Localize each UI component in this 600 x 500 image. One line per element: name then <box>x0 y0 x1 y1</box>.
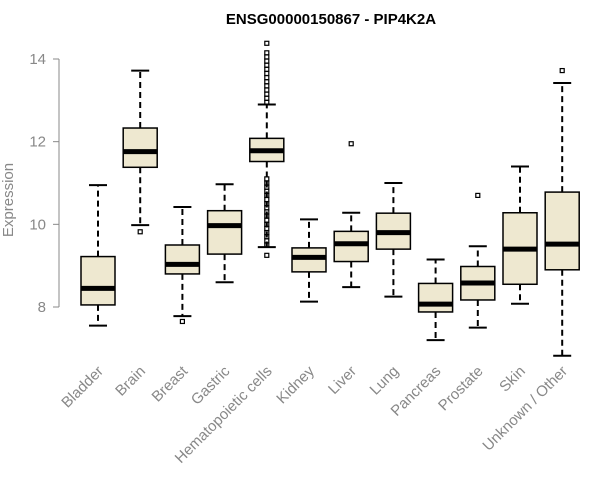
box-lung <box>375 182 412 298</box>
outlier-point <box>137 229 143 235</box>
box-breast <box>164 205 201 325</box>
outlier-point <box>264 83 270 89</box>
box-hematopoietic-cells <box>249 40 285 258</box>
outlier-point <box>264 70 270 77</box>
x-tick-label: Liver <box>325 363 360 398</box>
outlier-point <box>559 67 565 74</box>
outlier-point <box>264 196 270 203</box>
box-iqr <box>206 209 243 255</box>
outlier-point <box>264 40 270 46</box>
box-liver <box>333 141 369 289</box>
outlier-point <box>264 79 270 85</box>
y-axis-label: Expression <box>0 163 17 237</box>
outlier-point <box>475 192 481 198</box>
outlier-point <box>264 91 270 97</box>
outlier-point <box>264 58 270 64</box>
outlier-point <box>264 176 270 182</box>
box-bladder <box>80 184 116 327</box>
box-iqr <box>80 255 116 306</box>
chart-title: ENSG00000150867 - PIP4K2A <box>226 11 436 28</box>
box-prostate <box>460 192 496 329</box>
x-tick-label: Bladder <box>58 363 107 412</box>
box-iqr <box>333 230 369 263</box>
x-tick-label: Kidney <box>273 362 318 407</box>
x-tick-label: Brain <box>112 363 149 400</box>
box-skin <box>502 165 538 305</box>
y-tick-label: 10 <box>29 216 46 233</box>
box-iqr <box>417 282 454 313</box>
x-tick-label: Lung <box>367 363 403 399</box>
y-tick-label: 8 <box>38 299 46 316</box>
outlier-point <box>264 50 270 56</box>
box-kidney <box>291 218 327 303</box>
box-iqr <box>164 244 201 275</box>
outlier-point <box>179 318 185 325</box>
outlier-point <box>264 99 270 106</box>
box-iqr <box>122 127 158 169</box>
outlier-point <box>264 87 270 93</box>
y-tick-label: 14 <box>29 51 46 68</box>
y-tick-label: 12 <box>29 134 46 151</box>
outlier-point <box>264 62 270 68</box>
box-iqr <box>544 191 580 271</box>
x-tick-label: Skin <box>496 363 529 396</box>
outlier-point <box>264 252 270 258</box>
outlier-point <box>264 95 270 101</box>
outlier-point <box>264 74 270 81</box>
x-tick-label: Prostate <box>435 363 487 415</box>
outlier-point <box>264 54 270 60</box>
box-pancreas <box>417 258 454 342</box>
box-gastric <box>206 183 243 284</box>
outlier-point <box>348 141 354 147</box>
box-brain <box>122 69 158 235</box>
box-group <box>80 40 580 357</box>
outlier-point <box>264 66 270 72</box>
y-axis: 8 10 12 14 <box>29 51 60 316</box>
x-tick-label: Breast <box>149 362 192 405</box>
box-unknown-other <box>544 67 580 357</box>
